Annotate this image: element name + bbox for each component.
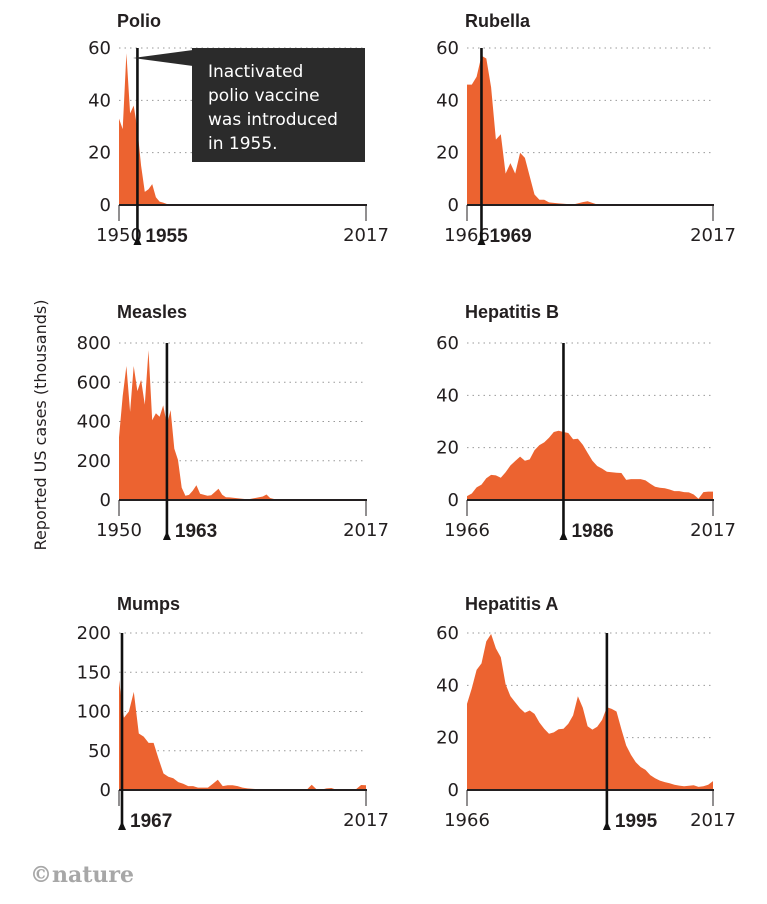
panel-hepatitis-a: Hepatitis A 0 20 40 60 1966 2017 1995 — [436, 594, 736, 832]
y-tick-label: 800 — [77, 333, 111, 354]
y-tick-label: 0 — [100, 780, 111, 801]
x-tick-label-end: 2017 — [690, 810, 736, 831]
area-series-rubella — [467, 55, 713, 205]
y-tick-label: 60 — [436, 38, 459, 59]
area-series-mumps — [119, 680, 366, 790]
annotation-line-3: was introduced — [208, 110, 338, 130]
y-tick-label: 40 — [436, 385, 459, 406]
vaccine-year-label: 1967 — [130, 811, 172, 832]
nature-credit: ©nature — [30, 862, 134, 888]
area-series-hepatitis-b — [467, 430, 713, 500]
x-tick-label-start: 1950 — [96, 520, 142, 541]
y-tick-label: 20 — [88, 143, 111, 164]
annotation-box — [192, 48, 365, 162]
vaccine-marker-arrow-icon — [162, 531, 171, 540]
x-tick-label-start: 1966 — [444, 225, 490, 246]
y-tick-label: 60 — [88, 38, 111, 59]
panel-polio: Polio 0 20 40 60 1950 2017 1955 — [88, 11, 389, 247]
annotation-line-1: Inactivated — [208, 62, 303, 82]
annotation-pointer — [133, 50, 193, 66]
panel-mumps: Mumps 0 50 100 150 200 2017 1967 — [77, 594, 389, 832]
x-tick-label-end: 2017 — [343, 225, 389, 246]
y-tick-label: 150 — [77, 662, 111, 683]
panel-measles: Measles 0 200 400 600 800 1950 2017 1963 — [77, 302, 389, 542]
y-tick-label: 40 — [88, 90, 111, 111]
panel-hepatitis-b: Hepatitis B 0 20 40 60 1966 2017 1986 — [436, 302, 736, 542]
polio-annotation: Inactivated polio vaccine was introduced… — [133, 48, 365, 162]
area-series-measles — [119, 350, 366, 500]
panel-rubella: Rubella 0 20 40 60 1966 2017 1969 — [436, 11, 736, 247]
annotation-line-4: in 1955. — [208, 134, 278, 154]
y-tick-label: 400 — [77, 412, 111, 433]
area-series-polio — [119, 53, 366, 206]
vaccine-marker-arrow-icon — [118, 821, 126, 830]
vaccine-year-label: 1955 — [145, 226, 188, 247]
y-tick-label: 200 — [77, 451, 111, 472]
panel-title: Hepatitis A — [465, 594, 558, 614]
x-tick-label-end: 2017 — [343, 810, 389, 831]
panel-title: Rubella — [465, 11, 531, 31]
y-tick-label: 60 — [436, 333, 459, 354]
vaccine-marker-arrow-icon — [133, 236, 142, 245]
y-tick-label: 20 — [436, 438, 459, 459]
x-tick-label-end: 2017 — [343, 520, 389, 541]
y-tick-label: 0 — [448, 780, 459, 801]
x-tick-label-start: 1950 — [96, 225, 142, 246]
y-tick-label: 50 — [88, 741, 111, 762]
vaccine-year-label: 1969 — [489, 226, 531, 247]
panel-title: Mumps — [117, 594, 180, 614]
y-tick-label: 600 — [77, 372, 111, 393]
vaccine-marker-arrow-icon — [602, 821, 611, 830]
annotation-line-2: polio vaccine — [208, 86, 320, 106]
y-tick-label: 0 — [100, 195, 111, 216]
y-axis-label: Reported US cases (thousands) — [31, 300, 50, 551]
x-tick-label-end: 2017 — [690, 520, 736, 541]
vaccine-year-label: 1986 — [571, 521, 613, 542]
y-tick-label: 0 — [448, 490, 459, 511]
y-tick-label: 200 — [77, 623, 111, 644]
x-tick-label-start: 1966 — [444, 810, 490, 831]
panel-title: Polio — [117, 11, 161, 31]
vaccine-marker-arrow-icon — [477, 236, 486, 245]
x-tick-label-start: 1966 — [444, 520, 490, 541]
y-tick-label: 60 — [436, 623, 459, 644]
y-tick-label: 0 — [448, 195, 459, 216]
y-tick-label: 100 — [77, 702, 111, 723]
panel-title: Hepatitis B — [465, 302, 559, 322]
vaccine-marker-arrow-icon — [559, 531, 568, 540]
area-series-hepatitis-a — [467, 634, 713, 790]
y-tick-label: 20 — [436, 143, 459, 164]
vaccine-year-label: 1963 — [175, 521, 217, 542]
panel-title: Measles — [117, 302, 187, 322]
y-tick-label: 20 — [436, 728, 459, 749]
y-tick-label: 0 — [100, 490, 111, 511]
y-tick-label: 40 — [436, 90, 459, 111]
vaccine-year-label: 1995 — [615, 811, 658, 832]
y-tick-label: 40 — [436, 675, 459, 696]
x-tick-label-end: 2017 — [690, 225, 736, 246]
